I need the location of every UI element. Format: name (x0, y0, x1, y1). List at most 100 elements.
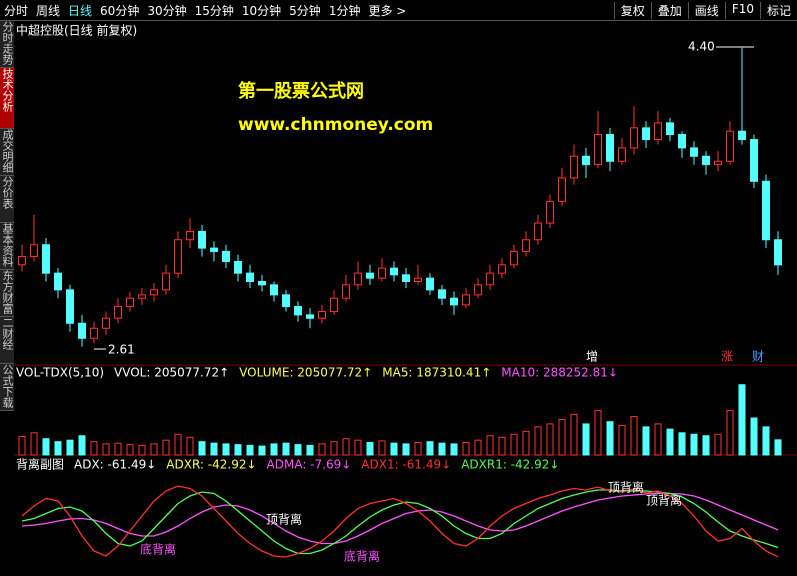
volume-bar (570, 413, 578, 456)
candle-body (762, 180, 770, 241)
volume-bar (222, 443, 230, 456)
candle-body (570, 155, 578, 179)
volume-bar (606, 421, 614, 456)
candle-body (666, 122, 674, 136)
watermark: www.chnmoney.com (238, 115, 433, 135)
volume-bar (114, 442, 122, 456)
candle-body (474, 284, 482, 296)
volume-bar (510, 433, 518, 456)
candle-body (294, 306, 302, 316)
candle-body (738, 130, 746, 141)
panel-header: MA10: 288252.81↓ (501, 366, 618, 380)
candle-body (594, 134, 602, 166)
volume-bar (246, 444, 254, 456)
panel-header: VOL-TDX(5,10) (16, 366, 104, 380)
toolbar-button[interactable]: F10 (724, 1, 760, 19)
period-tab[interactable]: 1分钟 (328, 3, 361, 18)
sidebar-tab[interactable]: 二财经 (0, 317, 14, 364)
candle-body (318, 311, 326, 319)
volume-bar (54, 441, 62, 456)
volume-bar (642, 426, 650, 456)
candle-body (234, 260, 242, 274)
volume-bar (546, 423, 554, 456)
candle-body (726, 130, 734, 162)
toolbar-button[interactable]: 标记 (759, 1, 797, 19)
volume-bar (714, 433, 722, 456)
candle-body (222, 250, 230, 262)
sidebar-tab[interactable]: 东方财富 (0, 270, 14, 317)
period-tab[interactable]: 周线 (36, 3, 61, 18)
candle-body (210, 247, 218, 252)
divergence-label: 顶背离 (266, 512, 302, 527)
candle-body (390, 267, 398, 276)
candle-body (522, 239, 530, 252)
toolbar-button[interactable]: 画线 (687, 1, 725, 19)
period-tab[interactable]: 15分钟 (194, 3, 234, 18)
candle-body (414, 277, 422, 283)
candle-body (138, 294, 146, 299)
candle-body (690, 147, 698, 157)
volume-bar (378, 440, 386, 456)
candle-body (258, 281, 266, 286)
volume-bar (270, 443, 278, 456)
candle-body (750, 139, 758, 182)
volume-bar (258, 445, 266, 456)
candle-body (618, 147, 626, 162)
volume-bar (342, 438, 350, 456)
volume-bar (474, 439, 482, 456)
volume-bar (42, 438, 50, 456)
toolbar-button[interactable]: 叠加 (650, 1, 688, 19)
sidebar-tab[interactable]: 分价表 (0, 176, 14, 223)
panel-header: VVOL: 205077.72↑ (114, 366, 229, 380)
volume-bar (234, 444, 242, 456)
volume-bar (330, 441, 338, 456)
indicator-line (21, 485, 779, 558)
event-marker: 增 (586, 350, 598, 364)
sidebar-tab[interactable]: 基本资料 (0, 223, 14, 270)
period-tab[interactable]: 30分钟 (147, 3, 187, 18)
volume-bar (654, 423, 662, 456)
period-tab[interactable]: 更多 > (368, 3, 407, 18)
volume-bar (150, 443, 158, 456)
candle-body (702, 155, 710, 166)
volume-bar (738, 384, 746, 456)
candle-body (450, 297, 458, 306)
volume-bar (390, 442, 398, 456)
sidebar-tab[interactable]: 成交明细 (0, 129, 14, 176)
volume-bar (282, 442, 290, 456)
volume-bar (450, 443, 458, 456)
volume-bar (534, 426, 542, 456)
panel-header: MA5: 187310.41↑ (382, 366, 491, 380)
volume-bar (78, 435, 86, 456)
event-marker: 财 (752, 350, 764, 364)
toolbar: 分时 周线 日线 60分钟 30分钟 15分钟 10分钟 5分钟 1分钟 更多 > 复权 叠加 画线 F… (0, 0, 797, 21)
candle-body (402, 274, 410, 283)
divergence-label: 顶背离 (646, 493, 682, 508)
volume-bar (90, 441, 98, 456)
toolbar-buttons: 复权 叠加 画线 F10 标记 (613, 1, 797, 19)
volume-bar (726, 410, 734, 456)
volume-bar (426, 441, 434, 456)
period-tab[interactable]: 60分钟 (100, 3, 140, 18)
panel-header: ADMA: -7.69↓ (267, 458, 352, 472)
candle-body (90, 327, 98, 339)
low-label: 2.61 (108, 343, 135, 357)
candle-body (102, 317, 110, 329)
candle-body (282, 294, 290, 308)
period-tab[interactable]: 日线 (68, 3, 93, 18)
divergence-label: 底背离 (140, 542, 176, 557)
period-tab[interactable]: 5分钟 (289, 3, 321, 18)
panel-header: ADXR1: -42.92↓ (461, 458, 559, 472)
candle-body (606, 134, 614, 162)
sidebar-tab[interactable]: 公式下载 (0, 364, 14, 411)
period-tab[interactable]: 10分钟 (241, 3, 282, 18)
sidebar-tab[interactable]: 分时走势 (0, 21, 14, 68)
period-tab[interactable]: 分时 (4, 3, 29, 18)
volume-bar (354, 439, 362, 456)
candle-body (534, 222, 542, 241)
toolbar-button[interactable]: 复权 (613, 1, 651, 19)
candle-body (54, 272, 62, 291)
candle-body (342, 284, 350, 299)
sidebar-tab[interactable]: 技术分析 (0, 68, 14, 129)
